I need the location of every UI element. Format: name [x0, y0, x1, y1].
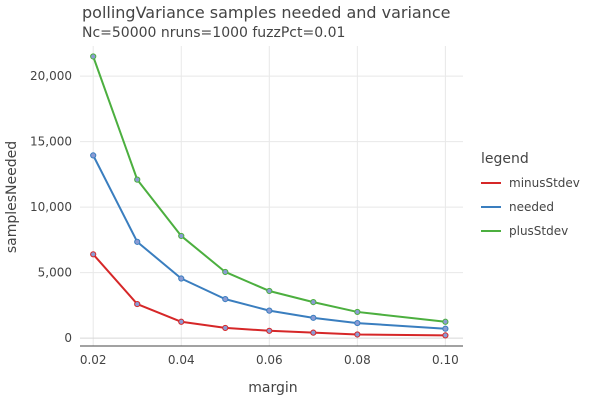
- data-point-minusStdev: [442, 332, 449, 339]
- data-point-minusStdev: [310, 329, 317, 336]
- chart-subtitle: Nc=50000 nruns=1000 fuzzPct=0.01: [82, 25, 345, 41]
- data-point-plusStdev: [442, 318, 449, 325]
- x-axis-label: margin: [248, 380, 297, 396]
- legend-title: legend: [481, 151, 529, 167]
- data-point-needed: [442, 325, 449, 332]
- x-tick-label: 0.02: [80, 353, 107, 367]
- legend-label-needed: needed: [509, 200, 554, 214]
- y-tick-label: 15,000: [30, 135, 72, 149]
- data-point-plusStdev: [222, 268, 229, 276]
- data-point-minusStdev: [90, 251, 97, 258]
- data-point-needed: [354, 319, 361, 327]
- series-line-plusStdev: [92, 56, 446, 323]
- data-point-minusStdev: [266, 327, 273, 334]
- data-point-minusStdev: [354, 331, 361, 338]
- axes: 0.02 0.04 0.06 0.08 0.10 0 5,000 10,000 15,000 20…: [30, 69, 463, 367]
- data-points: [90, 53, 449, 339]
- data-point-plusStdev: [354, 308, 361, 316]
- data-point-minusStdev: [134, 300, 141, 308]
- legend-label-minusStdev: minusStdev: [509, 176, 580, 190]
- x-tick-label: 0.06: [256, 353, 283, 367]
- data-point-plusStdev: [266, 287, 273, 295]
- data-point-needed: [222, 296, 229, 303]
- data-point-needed: [178, 275, 185, 282]
- series-lines: [92, 56, 446, 337]
- chart-title: pollingVariance samples needed and varia…: [82, 3, 451, 22]
- data-point-plusStdev: [310, 299, 317, 306]
- grid: [80, 46, 463, 346]
- y-tick-label: 20,000: [30, 69, 72, 83]
- x-tick-label: 0.10: [432, 353, 459, 367]
- legend-label-plusStdev: plusStdev: [509, 224, 568, 238]
- data-point-plusStdev: [134, 176, 141, 183]
- data-point-needed: [310, 314, 317, 321]
- y-tick-label: 0: [64, 331, 72, 345]
- series-line-minusStdev: [92, 253, 446, 337]
- data-point-needed: [134, 238, 141, 245]
- y-tick-label: 10,000: [30, 200, 72, 214]
- x-tick-label: 0.08: [344, 353, 371, 367]
- data-point-plusStdev: [90, 53, 97, 60]
- data-point-minusStdev: [222, 324, 229, 332]
- series-line-needed: [92, 154, 446, 330]
- data-point-needed: [90, 152, 97, 159]
- y-tick-label: 5,000: [38, 266, 72, 280]
- legend: legend minusStdev needed plusStdev: [481, 151, 580, 238]
- data-point-needed: [266, 307, 273, 314]
- data-point-plusStdev: [178, 232, 185, 240]
- data-point-minusStdev: [178, 318, 185, 325]
- y-axis-label: samplesNeeded: [4, 141, 20, 253]
- x-tick-label: 0.04: [168, 353, 195, 367]
